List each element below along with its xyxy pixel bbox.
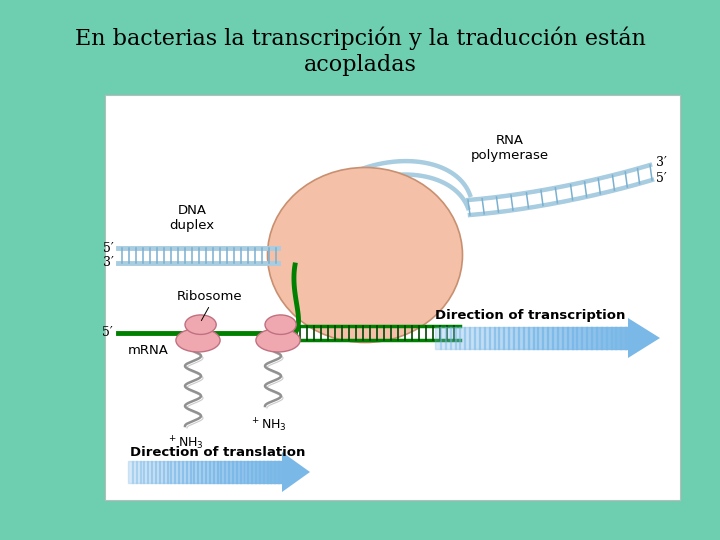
Text: Direction of translation: Direction of translation xyxy=(130,447,305,460)
Text: En bacterias la transcripción y la traducción están: En bacterias la transcripción y la tradu… xyxy=(75,26,645,50)
Text: $^+$NH$_3$: $^+$NH$_3$ xyxy=(167,435,203,453)
Text: mRNA: mRNA xyxy=(128,345,169,357)
Polygon shape xyxy=(282,452,310,492)
Text: RNA
polymerase: RNA polymerase xyxy=(471,134,549,162)
Text: 5′: 5′ xyxy=(103,241,114,254)
Ellipse shape xyxy=(176,328,220,352)
Polygon shape xyxy=(628,318,660,358)
Ellipse shape xyxy=(268,167,462,342)
Text: $^+$NH$_3$: $^+$NH$_3$ xyxy=(250,417,287,434)
Bar xyxy=(105,95,680,500)
Ellipse shape xyxy=(265,315,296,334)
Text: 3′: 3′ xyxy=(656,156,667,168)
Ellipse shape xyxy=(185,315,216,334)
Text: 5′: 5′ xyxy=(102,327,113,340)
Text: DNA
duplex: DNA duplex xyxy=(169,204,215,232)
Text: 3′: 3′ xyxy=(103,256,114,269)
Text: 5′: 5′ xyxy=(656,172,667,185)
Ellipse shape xyxy=(256,328,300,352)
Text: acopladas: acopladas xyxy=(304,54,416,76)
Text: Ribosome: Ribosome xyxy=(177,290,243,303)
Text: Direction of transcription: Direction of transcription xyxy=(435,308,626,321)
